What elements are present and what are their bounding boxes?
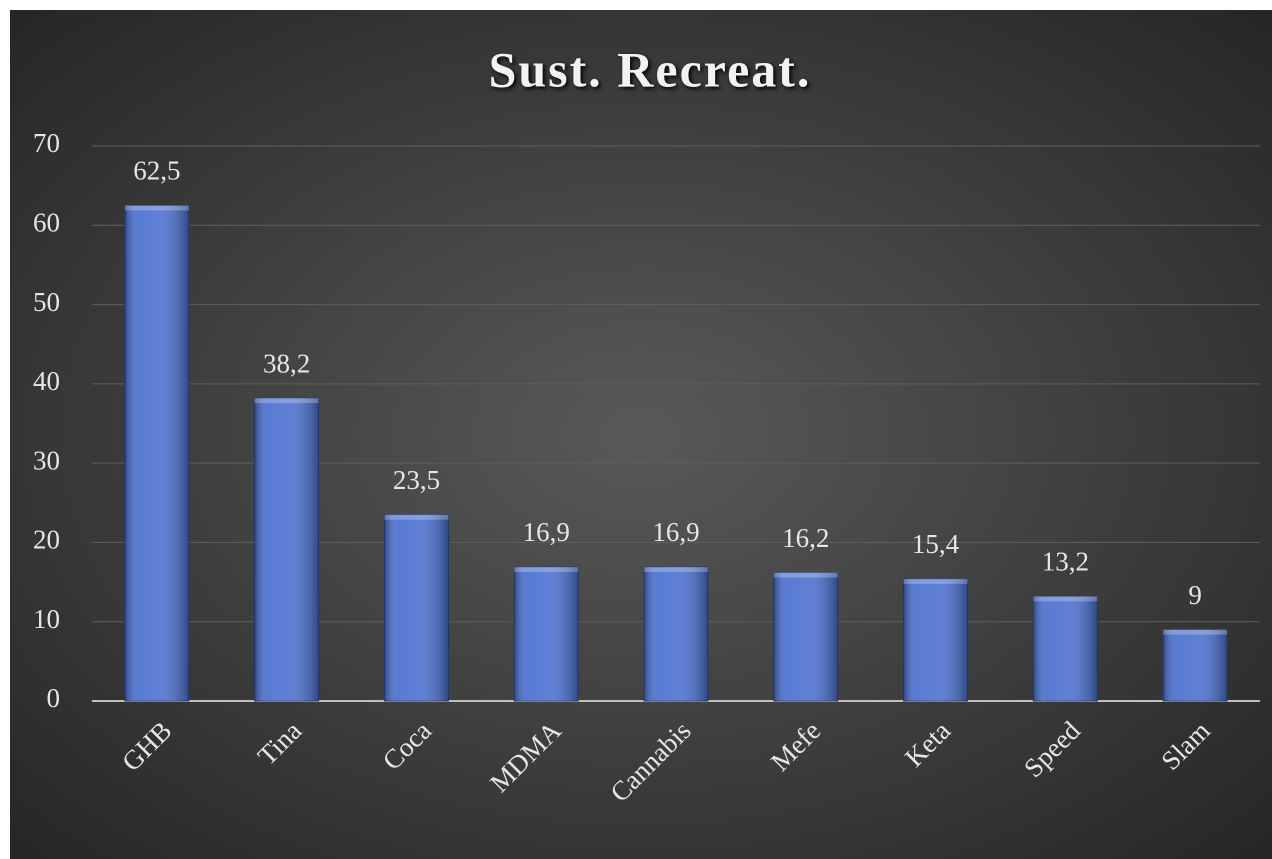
bar-shine (254, 398, 319, 701)
value-label: 62,5 (133, 156, 180, 186)
y-tick-label: 10 (33, 604, 60, 634)
value-label: 16,2 (782, 523, 829, 553)
chart-background (10, 10, 1272, 859)
y-tick-label: 40 (33, 366, 60, 396)
y-tick-label: 60 (33, 207, 60, 237)
bar-shine (644, 567, 708, 701)
bar-top (124, 205, 189, 211)
bar-top (1033, 596, 1098, 602)
y-tick-label: 0 (47, 683, 61, 713)
y-tick-label: 20 (33, 525, 60, 555)
bar-shine (124, 205, 189, 701)
y-tick-label: 30 (33, 445, 60, 475)
bar-shine (773, 572, 838, 701)
value-label: 13,2 (1042, 547, 1089, 577)
bar-shine (903, 578, 968, 701)
value-label: 15,4 (912, 529, 960, 559)
bar-shine (514, 567, 579, 701)
bar-top (514, 567, 579, 573)
value-label: 38,2 (263, 348, 310, 378)
bar-shine (1163, 629, 1228, 701)
value-label: 23,5 (393, 465, 440, 495)
value-label: 9 (1188, 580, 1202, 610)
y-tick-label: 50 (33, 287, 60, 317)
bar-top (384, 514, 449, 520)
value-label: 16,9 (523, 517, 570, 547)
chart-title: Sust. Recreat. (489, 41, 812, 97)
bar-top (254, 398, 319, 404)
value-label: 16,9 (652, 517, 699, 547)
bar-shine (384, 514, 449, 701)
bar-shine (1033, 596, 1098, 701)
bar-top (644, 567, 708, 573)
bar-top (773, 572, 838, 578)
bar-top (903, 578, 968, 584)
y-tick-label: 70 (33, 128, 60, 158)
bar-top (1163, 629, 1228, 635)
